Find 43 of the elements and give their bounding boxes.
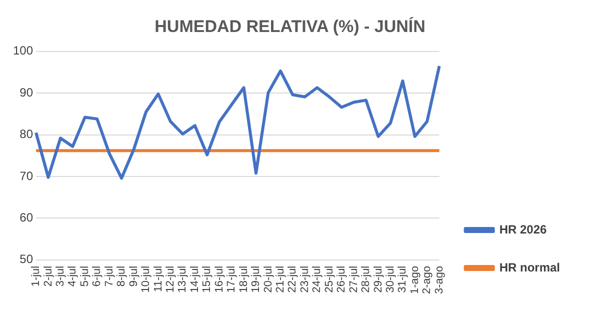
x-tick-label: 31-jul	[396, 266, 409, 293]
y-tick-label: 100	[12, 44, 34, 58]
x-tick-label: 9-jul	[128, 266, 140, 287]
x-tick-label: 2-jul	[42, 266, 54, 287]
x-tick-label: 19-jul	[250, 266, 262, 293]
x-tick-label: 1-jul	[30, 266, 42, 287]
y-tick-label: 70	[20, 168, 34, 183]
legend-label: HR normal	[499, 260, 560, 274]
x-tick-label: 28-jul	[360, 266, 372, 293]
x-tick-label: 10-jul	[140, 266, 152, 293]
x-tick-label: 16-jul	[213, 266, 226, 293]
x-tick-label: 7-jul	[103, 266, 116, 287]
x-tick-label: 18-jul	[238, 266, 250, 293]
x-tick-label: 30-jul	[384, 266, 396, 293]
x-tick-label: 8-jul	[116, 266, 128, 287]
x-tick-label: 22-jul	[286, 266, 299, 293]
y-tick-label: 60	[20, 210, 34, 224]
x-tick-label: 24-jul	[311, 266, 324, 293]
x-tick-label: 4-jul	[66, 266, 79, 287]
x-tick-label: 2-ago	[421, 266, 434, 294]
y-tick-label: 50	[20, 252, 34, 266]
x-tick-label: 1-ago	[408, 266, 421, 294]
x-tick-label: 13-jul	[176, 266, 189, 293]
x-tick-label: 6-jul	[91, 266, 104, 287]
x-tick-label: 25-jul	[323, 266, 336, 293]
x-tick-label: 27-jul	[348, 266, 360, 293]
x-tick-label: 11-jul	[152, 266, 164, 292]
legend-label: HR 2026	[499, 222, 548, 236]
x-tick-label: 3-jul	[54, 266, 66, 287]
x-tick-label: 14-jul	[188, 266, 201, 293]
chart-title: HUMEDAD RELATIVA (%) - JUNÍN	[154, 16, 426, 36]
x-tick-label: 21-jul	[274, 266, 286, 293]
x-tick-label: 26-jul	[336, 266, 348, 293]
x-tick-label: 20-jul	[262, 266, 274, 293]
x-tick-label: 17-jul	[226, 266, 238, 293]
x-tick-label: 3-ago	[433, 266, 446, 294]
x-tick-label: 5-jul	[78, 266, 91, 287]
y-tick-label: 80	[20, 127, 34, 142]
y-tick-label: 90	[20, 85, 34, 100]
x-tick-label: 23-jul	[298, 266, 311, 293]
x-tick-label: 12-jul	[164, 266, 176, 293]
x-tick-label: 29-jul	[372, 266, 384, 293]
x-tick-label: 15-jul	[201, 266, 214, 293]
